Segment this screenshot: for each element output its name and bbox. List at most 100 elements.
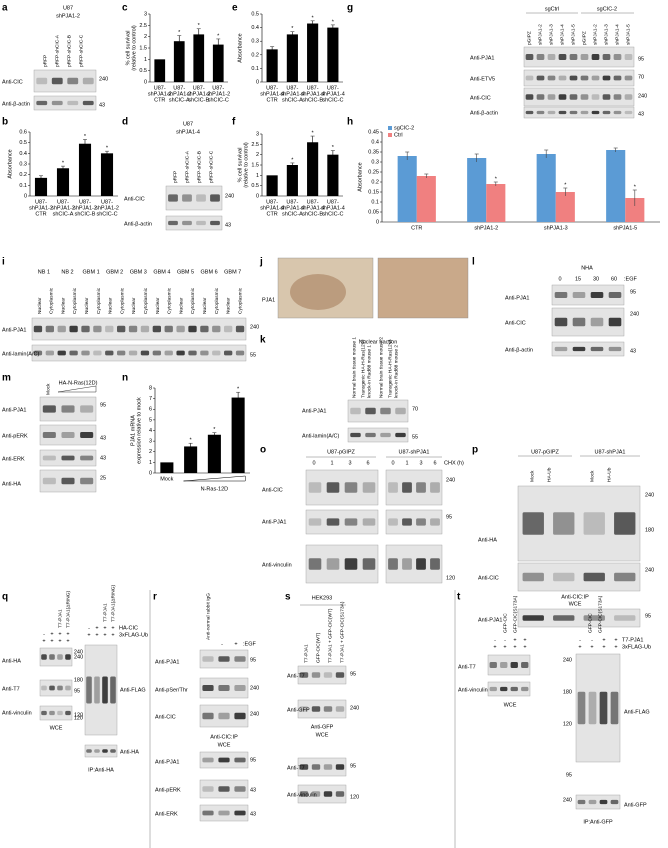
blot-band: [36, 100, 48, 106]
label: +: [66, 638, 69, 644]
label: Anti-CIC: [155, 714, 176, 720]
blot-band: [323, 672, 333, 678]
label: WCE: [504, 702, 517, 708]
label: 15: [575, 276, 581, 282]
blot-band: [430, 518, 440, 526]
blot-band: [344, 518, 358, 526]
blot-band: [335, 672, 345, 678]
label: +: [513, 644, 516, 650]
blot-band: [608, 317, 622, 327]
lane-label: T7-PJA1(ΔRING): [110, 585, 116, 622]
label: Anti-HA: [120, 749, 139, 755]
significance-mark: *: [312, 15, 315, 21]
blot: [385, 469, 443, 506]
y-tick-label: 3: [144, 11, 147, 17]
significance-mark: *: [332, 145, 335, 151]
label: Anti-ERK: [155, 811, 178, 817]
blot-band: [110, 676, 116, 704]
y-tick-label: 8: [149, 385, 152, 391]
label: Anti-CIC: [124, 196, 145, 202]
label: Anti-CIC: [470, 95, 491, 101]
blot-band: [500, 662, 508, 668]
lane-label: pRFP-shCIC-B: [196, 151, 202, 183]
label: Anti-PJA1: [155, 659, 179, 665]
blot-band: [128, 350, 138, 356]
x-tick-label: U87-: [35, 199, 47, 205]
lane-label: Cytoplasmic: [167, 287, 173, 314]
blot-band: [176, 325, 185, 333]
label: 120: [563, 721, 572, 727]
y-tick-label: 0.2: [371, 179, 379, 185]
group-label: N-Ras-12D: [201, 486, 229, 492]
blot-band: [388, 482, 398, 493]
blot-band: [110, 749, 116, 753]
label: HA-CIC: [119, 625, 138, 631]
blot-band: [591, 54, 600, 60]
panel-letter: r: [153, 592, 157, 603]
significance-mark: *: [84, 134, 87, 140]
label: Anti-PJA1: [478, 617, 502, 623]
blot-band: [558, 110, 567, 115]
blot-band: [42, 477, 56, 485]
y-axis-label: PJA1 mRNA: [130, 415, 136, 446]
blot-band: [395, 432, 406, 438]
blot-band: [522, 615, 544, 621]
bar: [160, 462, 174, 473]
blot-band: [344, 482, 358, 493]
label: 6: [366, 460, 369, 466]
bar: [397, 156, 417, 222]
label: GBM 1: [83, 269, 100, 275]
blot-band: [624, 94, 633, 100]
label: +: [590, 644, 593, 650]
blot-band: [202, 685, 214, 691]
blot-band: [430, 482, 440, 493]
legend-label: Ctrl: [394, 132, 403, 138]
blot-band: [57, 325, 66, 333]
y-axis-label: (relative to control): [131, 25, 137, 71]
x-tick-label: U87-: [266, 199, 278, 205]
bar: [100, 153, 114, 196]
label: Anti-CIC: [2, 79, 23, 85]
blot: [165, 215, 223, 231]
label: Anti-PJA1: [505, 295, 529, 301]
y-axis-label: % cell survival: [125, 31, 131, 66]
blot-band: [614, 572, 636, 582]
label: 43: [100, 435, 106, 441]
blot-band: [536, 110, 545, 115]
label: shPJA1-2: [56, 13, 80, 19]
blot: [297, 699, 347, 719]
label: 3: [348, 460, 351, 466]
blot-band: [335, 791, 345, 797]
significance-mark: *: [564, 182, 567, 188]
blot-band: [416, 518, 426, 526]
label: 30: [593, 276, 599, 282]
blot: [33, 69, 97, 93]
label: GBM 6: [201, 269, 218, 275]
y-tick-label: 0: [149, 470, 152, 476]
label: Anti-vinculin: [262, 562, 292, 568]
blot-band: [212, 325, 221, 333]
lane-label: Cytoplasmic: [119, 287, 125, 314]
blot-band: [536, 94, 545, 100]
blot-band: [200, 350, 209, 356]
blot-band: [572, 292, 586, 298]
blot-band: [42, 432, 56, 438]
label: GBM 4: [153, 269, 170, 275]
label: U87-shPJA1: [399, 449, 430, 455]
blot-band: [591, 75, 600, 81]
blot: [305, 469, 379, 506]
y-tick-label: 2: [149, 449, 152, 455]
x-tick-label: shCIC-C: [322, 97, 343, 103]
lane-label: pRFP: [42, 55, 48, 67]
blot: [487, 654, 531, 676]
blot-band: [234, 810, 246, 816]
blot-band: [580, 94, 589, 100]
blot-band: [234, 712, 246, 720]
blot-band: [176, 350, 185, 356]
label: PJA1: [262, 297, 275, 303]
blot: [487, 681, 531, 697]
y-axis-label: Absorbance: [357, 162, 363, 191]
lane-label: pRFP-shCIC-A: [54, 34, 60, 67]
x-tick-label: U87-: [327, 85, 339, 91]
blot: [39, 647, 73, 667]
